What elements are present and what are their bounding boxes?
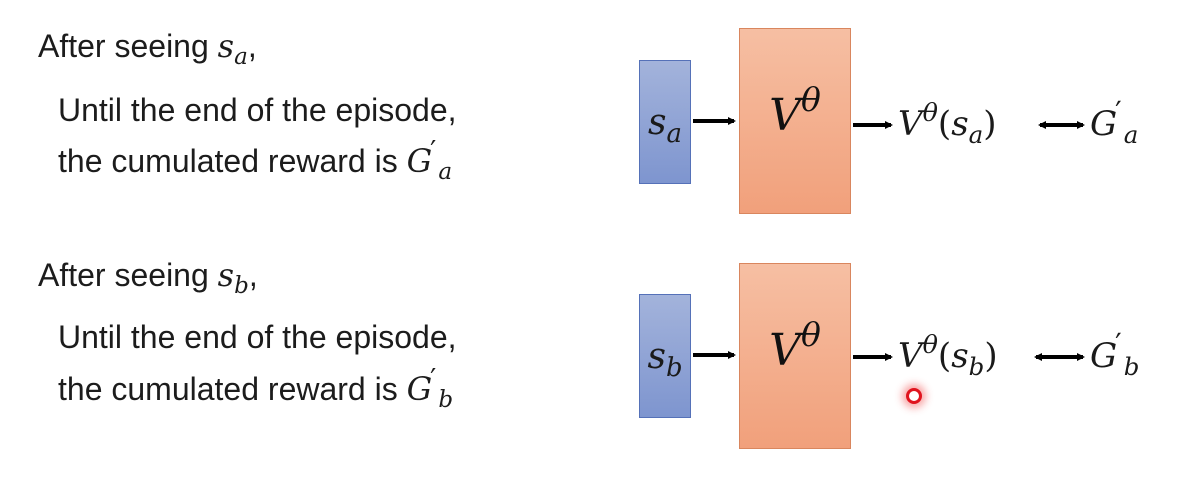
critic-label-b: Vθ <box>769 315 821 376</box>
critic-label-a: Vθ <box>769 80 821 141</box>
critic-output-a: Vθ(sa) <box>898 97 997 149</box>
after-seeing-text-a: After seeing <box>38 28 218 64</box>
state-symbol-a: sa <box>217 27 248 71</box>
after-seeing-line-a: After seeing sa, <box>38 27 257 71</box>
reward-line-a: the cumulated reward is G′a <box>58 135 453 186</box>
episode-text-b: Until the end of the episode, <box>58 319 457 355</box>
target-return-b: G′b <box>1090 327 1140 381</box>
after-seeing-line-b: After seeing sb, <box>38 256 258 300</box>
row-b: After seeing sb, Until the end of the ep… <box>0 235 1198 481</box>
after-seeing-text-b: After seeing <box>38 257 218 293</box>
state-input-label-b: sb <box>647 335 683 383</box>
reward-line-b: the cumulated reward is G′b <box>58 363 454 414</box>
state-input-label-a: sa <box>648 101 682 149</box>
critic-box-a: Vθ <box>739 28 851 214</box>
target-return-a: G′a <box>1090 95 1139 149</box>
reward-symbol-a: G′a <box>406 135 453 186</box>
red-pointer-dot-icon <box>906 388 922 404</box>
reward-symbol-b: G′b <box>406 363 454 414</box>
comma-b: , <box>248 257 258 293</box>
episode-line-a: Until the end of the episode, <box>58 94 457 126</box>
reward-text-a: the cumulated reward is <box>58 143 407 179</box>
comma-a: , <box>247 28 257 64</box>
critic-box-b: Vθ <box>739 263 851 449</box>
state-symbol-b: sb <box>217 256 249 300</box>
critic-output-b: Vθ(sb) <box>898 329 998 381</box>
reward-text-b: the cumulated reward is <box>58 371 407 407</box>
row-a: After seeing sa, Until the end of the ep… <box>0 0 1198 246</box>
state-input-box-a: sa <box>639 60 691 184</box>
episode-line-b: Until the end of the episode, <box>58 321 457 353</box>
episode-text-a: Until the end of the episode, <box>58 92 457 128</box>
state-input-box-b: sb <box>639 294 691 418</box>
